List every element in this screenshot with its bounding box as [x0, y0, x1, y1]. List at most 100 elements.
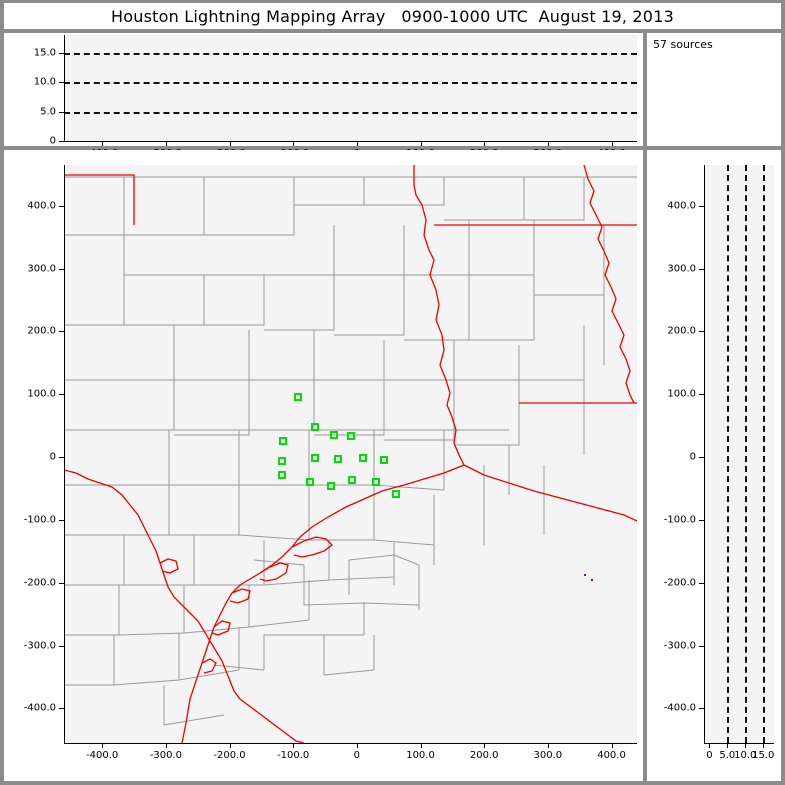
lightning-source-marker[interactable]: [327, 482, 336, 491]
x-tick: [420, 743, 422, 748]
lightning-source-marker[interactable]: [391, 490, 400, 499]
grid-line: [763, 165, 766, 743]
x-tick: [293, 141, 295, 146]
lightning-source-marker[interactable]: [278, 456, 287, 465]
lightning-source-marker[interactable]: [329, 431, 338, 440]
x-tick: [102, 141, 104, 146]
y-tick: [59, 331, 64, 333]
y-tick: [59, 82, 64, 84]
x-tick: [745, 743, 747, 748]
y-tick-label: -200.0: [663, 577, 696, 589]
y-tick-label: 100.0: [27, 388, 56, 400]
x-tick-label: 5.0: [719, 750, 736, 761]
x-axis-line: [704, 743, 774, 744]
y-tick-label: 15.0: [33, 47, 56, 59]
x-tick: [165, 141, 167, 146]
x-tick: [420, 141, 422, 146]
y-tick: [699, 519, 704, 521]
y-tick: [59, 141, 64, 142]
y-tick-label: 5.0: [40, 106, 56, 118]
plan-view-map-plot-area[interactable]: [64, 165, 637, 743]
y-tick: [59, 111, 64, 113]
plan-view-map-panel: -400.0 -300.0 -200.0 -100.0 0 100.0 200.0 300.0…: [4, 150, 643, 781]
x-tick: [547, 743, 549, 748]
lightning-source-marker[interactable]: [294, 393, 303, 402]
x-tick: [165, 743, 167, 748]
y-tick-label: 0: [49, 451, 56, 463]
x-tick-label: 400.0: [597, 750, 626, 761]
noise-source-marker: [590, 579, 593, 582]
y-tick: [59, 268, 64, 270]
lightning-source-marker[interactable]: [305, 478, 314, 487]
y-tick: [699, 645, 704, 647]
x-tick: [763, 743, 765, 748]
grid-line: [64, 52, 637, 55]
x-tick: [611, 743, 613, 748]
lightning-source-marker[interactable]: [358, 454, 367, 463]
x-axis-line: [64, 743, 637, 744]
x-tick-label: 0: [706, 750, 713, 761]
y-tick: [699, 457, 704, 459]
grid-line: [64, 82, 637, 85]
grid-line: [727, 165, 730, 743]
x-tick-label: 10.0: [734, 750, 757, 761]
y-tick: [699, 331, 704, 333]
y-tick-label: 400.0: [27, 200, 56, 212]
y-tick: [59, 519, 64, 521]
y-tick: [59, 394, 64, 396]
time-height-plot-area: [64, 35, 637, 141]
y-tick-label: 10.0: [33, 76, 56, 88]
x-tick-label: -300.0: [149, 750, 182, 761]
x-tick: [709, 743, 711, 748]
page-title: Houston Lightning Mapping Array 0900-100…: [111, 6, 674, 26]
y-tick: [699, 582, 704, 584]
y-tick-label: -100.0: [663, 514, 696, 526]
x-tick: [611, 141, 613, 146]
x-tick-label: -200.0: [213, 750, 246, 761]
x-tick-label: 100.0: [406, 750, 435, 761]
grid-line: [64, 111, 637, 114]
county-lines: [64, 176, 637, 726]
y-tick-label: -400.0: [663, 702, 696, 714]
x-tick: [547, 141, 549, 146]
y-tick: [699, 394, 704, 396]
lightning-source-marker[interactable]: [347, 476, 356, 485]
time-height-panel: -400.0-300.0-200.0-100.00100.0200.0300.0…: [4, 33, 643, 159]
lightning-source-marker[interactable]: [379, 455, 388, 464]
y-tick-label: -300.0: [23, 640, 56, 652]
lightning-source-marker[interactable]: [347, 432, 356, 441]
y-tick-label: 300.0: [27, 263, 56, 275]
y-tick: [59, 205, 64, 207]
y-tick-label: -200.0: [23, 577, 56, 589]
sources-info-panel: 57 sources: [647, 33, 781, 146]
lightning-source-marker[interactable]: [311, 422, 320, 431]
y-tick: [59, 708, 64, 710]
lightning-source-marker[interactable]: [371, 478, 380, 487]
noise-source-marker: [583, 574, 586, 577]
y-tick-label: 0: [49, 135, 56, 147]
lightning-source-marker[interactable]: [311, 454, 320, 463]
y-tick: [59, 645, 64, 647]
x-tick: [293, 743, 295, 748]
state-and-coast-borders: [64, 165, 637, 743]
x-tick: [229, 743, 231, 748]
y-tick: [59, 582, 64, 584]
y-tick-label: 300.0: [667, 263, 696, 275]
y-tick-label: 200.0: [27, 325, 56, 337]
x-tick: [484, 743, 486, 748]
lightning-source-marker[interactable]: [277, 471, 286, 480]
x-tick: [356, 743, 358, 748]
y-tick-label: -100.0: [23, 514, 56, 526]
altitude-count-plot-area: [704, 165, 774, 743]
x-tick-label: -400.0: [86, 750, 119, 761]
grid-line: [745, 165, 748, 743]
y-tick: [699, 708, 704, 710]
lightning-source-marker[interactable]: [279, 436, 287, 445]
x-axis-line: [64, 141, 637, 142]
x-tick-label: 15.0: [752, 750, 775, 761]
lightning-source-marker[interactable]: [333, 455, 342, 464]
y-axis-line: [64, 35, 65, 141]
y-tick-label: -300.0: [663, 640, 696, 652]
x-tick-label: 300.0: [533, 750, 563, 761]
